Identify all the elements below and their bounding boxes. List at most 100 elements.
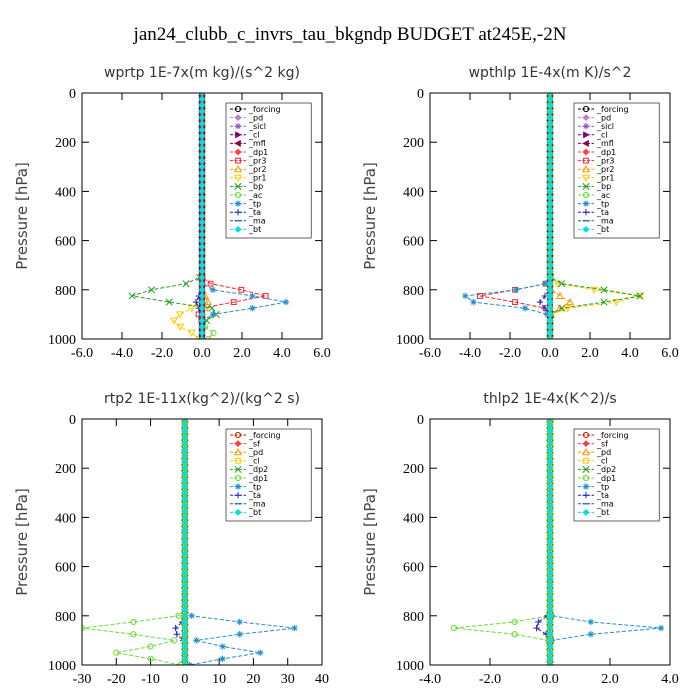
series-dp1 [450, 419, 554, 665]
chart-panel-3: rtp2 1E-11x(kg^2)/(kg^2 s) Pressure [hPa]… [13, 391, 329, 687]
legend-box [573, 102, 660, 239]
legend-label: _dp1 [248, 148, 268, 157]
legend-label: _pd [248, 448, 263, 457]
legend-marker [582, 200, 590, 207]
legend-item: _pd [578, 113, 611, 122]
legend-marker [234, 431, 242, 439]
data-point [210, 329, 217, 336]
legend-marker [234, 200, 242, 207]
legend-label: _cl [248, 131, 260, 140]
legend-label: _pd [596, 448, 611, 457]
y-tick-label: 800 [403, 284, 424, 299]
data-point [533, 624, 540, 632]
data-point [511, 618, 518, 626]
data-point [587, 631, 595, 638]
legend-label: _ta [248, 491, 261, 500]
data-point [230, 299, 237, 306]
legend-label: _bp [596, 182, 611, 191]
x-tick-label: -2.0 [151, 346, 173, 361]
x-tick-label: 0.0 [541, 672, 559, 687]
data-point [636, 292, 644, 300]
data-point [130, 631, 137, 638]
plot-area [450, 419, 665, 665]
data-point [600, 286, 608, 294]
legend-item: _pr2 [578, 164, 614, 174]
data-point [181, 661, 189, 665]
legend-item: _sicl [230, 122, 266, 131]
data-point [450, 625, 458, 632]
legend-label: _bt [248, 508, 261, 517]
panel-title: wprtp 1E-7x(m kg)/(s^2 kg) [104, 65, 300, 81]
data-point [209, 311, 217, 318]
legend-marker [582, 182, 590, 190]
legend-item: _sicl [578, 122, 614, 131]
legend-item: _ta [578, 208, 609, 217]
legend-item: _forcing [578, 105, 629, 114]
legend-label: _forcing [248, 105, 281, 114]
data-point [512, 299, 518, 306]
legend-marker [234, 474, 242, 482]
legend-item: _bt [230, 225, 261, 234]
legend-label: _pr1 [596, 174, 614, 183]
y-tick-label: 600 [403, 235, 424, 250]
legend-item: _forcing [230, 105, 281, 114]
legend-marker [583, 457, 589, 464]
legend-box [225, 102, 312, 239]
legend-item: _ta [578, 491, 609, 500]
legend-label: _cl [248, 457, 260, 466]
data-point [282, 298, 290, 306]
plot-frame [429, 418, 671, 666]
legend-marker [235, 131, 242, 139]
legend-label: _dp2 [248, 465, 268, 474]
legend-label: _tp [248, 482, 261, 491]
legend-label: _bt [596, 508, 609, 517]
legend-item: _sf [230, 439, 260, 448]
legend-item: _pr3 [230, 156, 266, 165]
data-point [192, 298, 200, 306]
legend-item: _dp2 [230, 465, 268, 474]
legend-item: _bp [230, 182, 263, 191]
data-point [176, 311, 185, 319]
data-point [511, 631, 518, 638]
legend-label: _ta [248, 208, 261, 217]
x-tick-label: 2.0 [601, 672, 619, 687]
y-tick-label: 0 [69, 413, 76, 428]
legend-item: _pr1 [230, 174, 266, 183]
data-point [249, 305, 256, 312]
series-bt [198, 93, 206, 339]
y-tick-label: 1000 [48, 659, 76, 674]
y-tick-label: 200 [55, 462, 76, 477]
data-point [600, 298, 608, 306]
y-tick-label: 600 [55, 561, 76, 576]
series-bt [181, 419, 189, 665]
data-point [147, 286, 156, 294]
legend-item: _ac [230, 191, 262, 200]
chart-panel-1: wprtp 1E-7x(m kg)/(s^2 kg) Pressure [hPa]… [13, 65, 331, 361]
legend-item: _dp2 [578, 465, 616, 474]
legend-item: _ma [578, 217, 614, 226]
series-dp1 [82, 419, 188, 665]
y-tick-label: 400 [403, 185, 424, 200]
legend-label: _pr1 [248, 174, 266, 183]
data-point [587, 618, 595, 626]
legend-label: _ta [596, 491, 609, 500]
legend-label: _ma [596, 217, 614, 226]
legend-marker [582, 474, 590, 482]
data-point [512, 286, 520, 293]
legend-marker [234, 508, 242, 516]
data-point [169, 317, 179, 325]
legend-label: _bt [248, 225, 261, 234]
data-point [535, 618, 542, 626]
data-point [236, 618, 243, 626]
legend-marker [582, 225, 590, 233]
x-tick-label: -20 [107, 672, 126, 687]
legend-marker [582, 148, 590, 156]
legend-marker [582, 440, 590, 448]
legend-marker [234, 182, 242, 190]
data-point [198, 335, 206, 339]
legend-marker [234, 465, 242, 473]
legend-label: _dp1 [248, 474, 268, 483]
legend-label: _sf [596, 439, 608, 448]
x-tick-label: -2.0 [499, 346, 521, 361]
